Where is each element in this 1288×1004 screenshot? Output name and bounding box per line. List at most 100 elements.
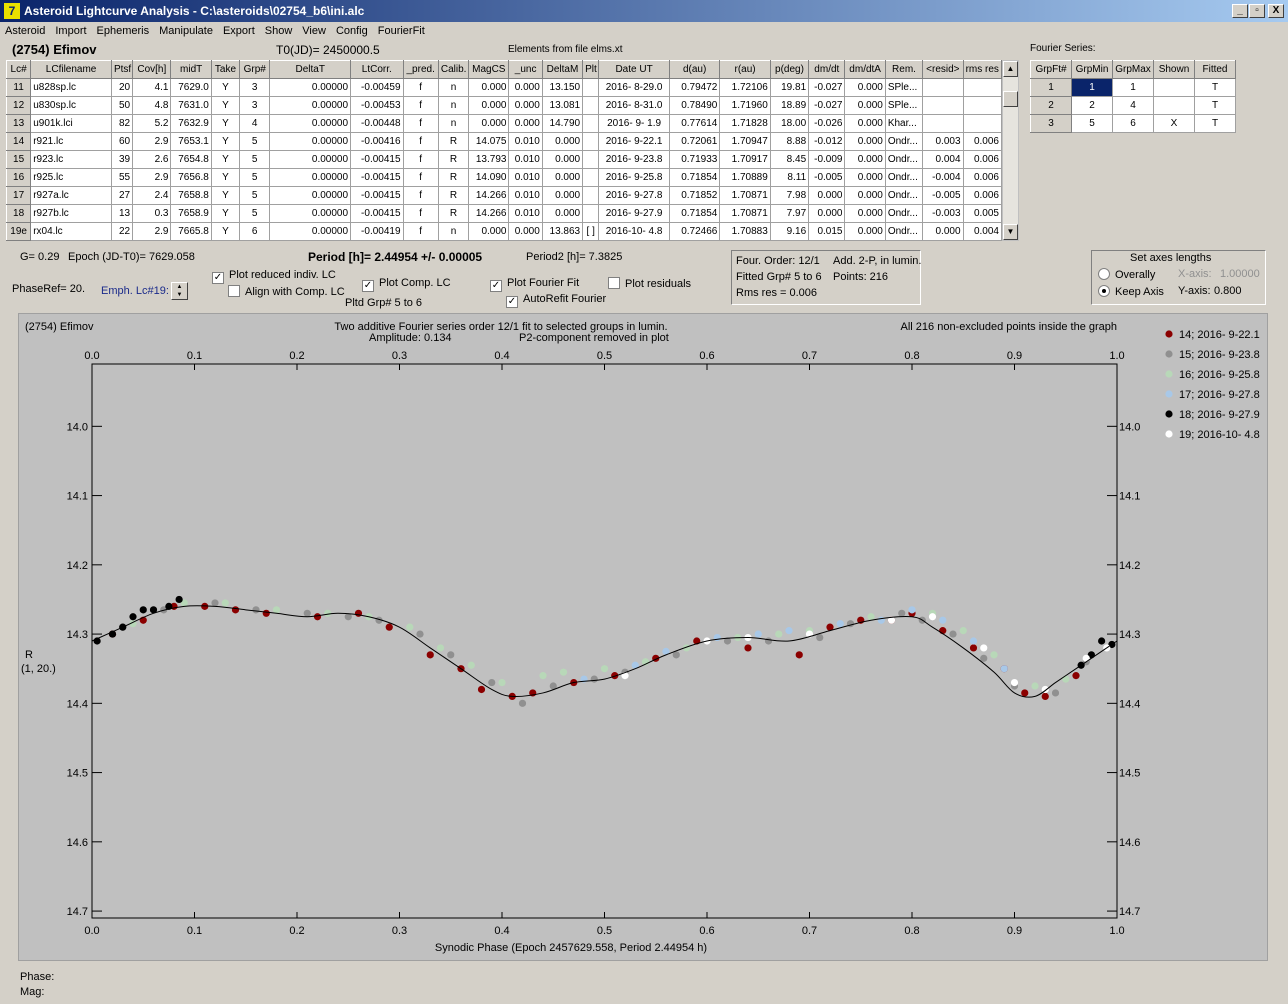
menu-export[interactable]: Export	[222, 25, 255, 37]
table-cell[interactable]: 1.71960	[719, 96, 771, 115]
table-cell[interactable]: R	[437, 150, 470, 169]
fourier-row-header[interactable]: 1	[1030, 78, 1072, 97]
table-cell[interactable]: 6	[239, 222, 271, 241]
table-cell[interactable]: Y	[210, 222, 241, 241]
table-cell[interactable]: 0.006	[962, 150, 1003, 169]
keep-axis-radio[interactable]: Keep Axis	[1098, 285, 1164, 298]
column-header[interactable]: d(au)	[668, 60, 721, 79]
scroll-down-icon[interactable]: ▼	[1003, 224, 1018, 240]
table-cell[interactable]: 0.000	[468, 78, 510, 97]
table-cell[interactable]: 0.000	[508, 222, 543, 241]
table-cell[interactable]: n	[437, 114, 470, 133]
scroll-thumb[interactable]	[1003, 91, 1018, 107]
table-cell[interactable]: -0.012	[808, 132, 846, 151]
table-cell[interactable]: 0.000	[844, 78, 886, 97]
checkbox-box[interactable]: ✓	[490, 280, 502, 292]
checkbox-box[interactable]: ✓	[506, 296, 518, 308]
table-cell[interactable]: 8.45	[769, 150, 810, 169]
table-cell[interactable]: 2.9	[132, 222, 172, 241]
table-cell[interactable]: 8.11	[769, 168, 810, 187]
table-cell[interactable]: -0.027	[808, 96, 846, 115]
checkbox-box[interactable]: ✓	[362, 280, 374, 292]
table-cell[interactable]: 7658.8	[170, 186, 212, 205]
table-cell[interactable]: 0.000	[844, 150, 886, 169]
table-cell[interactable]: 0.010	[508, 132, 543, 151]
table-cell[interactable]: -0.00448	[350, 114, 404, 133]
table-cell[interactable]: -0.00415	[350, 186, 404, 205]
table-cell[interactable]: r921.lc	[30, 132, 112, 151]
menu-config[interactable]: Config	[335, 25, 368, 37]
table-cell[interactable]: -0.00419	[350, 222, 404, 241]
x-axis-value[interactable]: 1.00000	[1220, 268, 1260, 280]
fourier-cell[interactable]: 1	[1071, 78, 1113, 97]
table-cell[interactable]: 0.000	[844, 168, 886, 187]
table-cell[interactable]: 0.71854	[668, 168, 721, 187]
table-cell[interactable]: 7631.0	[170, 96, 212, 115]
plot-fourier-checkbox[interactable]: ✓ Plot Fourier Fit	[490, 277, 580, 292]
table-cell[interactable]: 2016- 9-27.9	[598, 204, 670, 223]
table-cell[interactable]: 2016- 9-25.8	[598, 168, 670, 187]
column-header[interactable]: p(deg)	[769, 60, 810, 79]
table-cell[interactable]: 20	[110, 78, 134, 97]
column-header[interactable]: dm/dtA	[844, 60, 886, 79]
table-cell[interactable]: 0.77614	[668, 114, 721, 133]
menu-view[interactable]: View	[302, 25, 326, 37]
table-cell[interactable]: 0.00000	[269, 204, 352, 223]
row-header[interactable]: 17	[5, 186, 32, 205]
table-row[interactable]: 14 r921.lc 60 2.9 7653.1 Y 5 0.00000 -0.00416 f R 1…	[5, 132, 1003, 151]
align-comp-checkbox[interactable]: Align with Comp. LC	[228, 285, 345, 298]
table-cell[interactable]: 60	[110, 132, 134, 151]
table-cell[interactable]: SPle...	[884, 96, 924, 115]
table-cell[interactable]: Y	[210, 96, 241, 115]
table-cell[interactable]: -0.00415	[350, 204, 404, 223]
table-cell[interactable]: 13.081	[541, 96, 584, 115]
table-cell[interactable]: 14.266	[468, 204, 510, 223]
column-header[interactable]: dm/dt	[808, 60, 846, 79]
table-cell[interactable]	[582, 114, 600, 133]
menu-manipulate[interactable]: Manipulate	[159, 25, 213, 37]
table-cell[interactable]: 13.863	[541, 222, 584, 241]
table-cell[interactable]: f	[402, 114, 439, 133]
table-cell[interactable]: 14.266	[468, 186, 510, 205]
table-cell[interactable]: 0.000	[541, 204, 584, 223]
table-cell[interactable]: 0.000	[844, 96, 886, 115]
table-cell[interactable]: -0.026	[808, 114, 846, 133]
table-cell[interactable]: 0.71854	[668, 204, 721, 223]
table-cell[interactable]: -0.00415	[350, 168, 404, 187]
alc-logo-icon[interactable]: 7	[4, 3, 20, 19]
column-header[interactable]: Lc#	[5, 60, 32, 79]
table-cell[interactable]: 7653.1	[170, 132, 212, 151]
menu-import[interactable]: Import	[55, 25, 87, 37]
column-header[interactable]: Plt	[582, 60, 600, 79]
table-cell[interactable]: r927a.lc	[30, 186, 112, 205]
table-cell[interactable]: -0.00415	[350, 150, 404, 169]
maximize-button[interactable]: ▫	[1249, 4, 1265, 18]
menu-show[interactable]: Show	[264, 25, 293, 37]
table-cell[interactable]: Ondr...	[884, 222, 924, 241]
table-cell[interactable]: 0.00000	[269, 150, 352, 169]
table-cell[interactable]: R	[437, 132, 470, 151]
column-header[interactable]: Rem.	[884, 60, 924, 79]
table-cell[interactable]: 0.3	[132, 204, 172, 223]
table-cell[interactable]: 0.000	[468, 222, 510, 241]
table-cell[interactable]: 9.16	[769, 222, 810, 241]
table-cell[interactable]	[922, 114, 964, 133]
table-cell[interactable]	[582, 78, 600, 97]
table-cell[interactable]: 0.000	[808, 186, 846, 205]
close-button[interactable]: X	[1268, 4, 1284, 18]
plot-reduced-checkbox[interactable]: ✓ Plot reduced indiv. LC	[212, 269, 336, 284]
plot-comp-checkbox[interactable]: ✓ Plot Comp. LC	[362, 277, 451, 292]
table-cell[interactable]: 0.79472	[668, 78, 721, 97]
table-row[interactable]: 12 u830sp.lc 50 4.8 7631.0 Y 3 0.00000 -0.00453 f…	[5, 96, 1003, 115]
fourier-column-header[interactable]: GrpMax	[1112, 60, 1154, 79]
column-header[interactable]: midT	[170, 60, 212, 79]
table-cell[interactable]: 14.790	[541, 114, 584, 133]
table-cell[interactable]	[582, 132, 600, 151]
table-cell[interactable]: 0.005	[962, 204, 1003, 223]
table-cell[interactable]: 0.015	[808, 222, 846, 241]
menu-fourierfit[interactable]: FourierFit	[377, 25, 425, 37]
table-cell[interactable]: 7.98	[769, 186, 810, 205]
table-cell[interactable]: 0.010	[508, 186, 543, 205]
table-row[interactable]: 15 r923.lc 39 2.6 7654.8 Y 5 0.00000 -0.00415 f R 1…	[5, 150, 1003, 169]
